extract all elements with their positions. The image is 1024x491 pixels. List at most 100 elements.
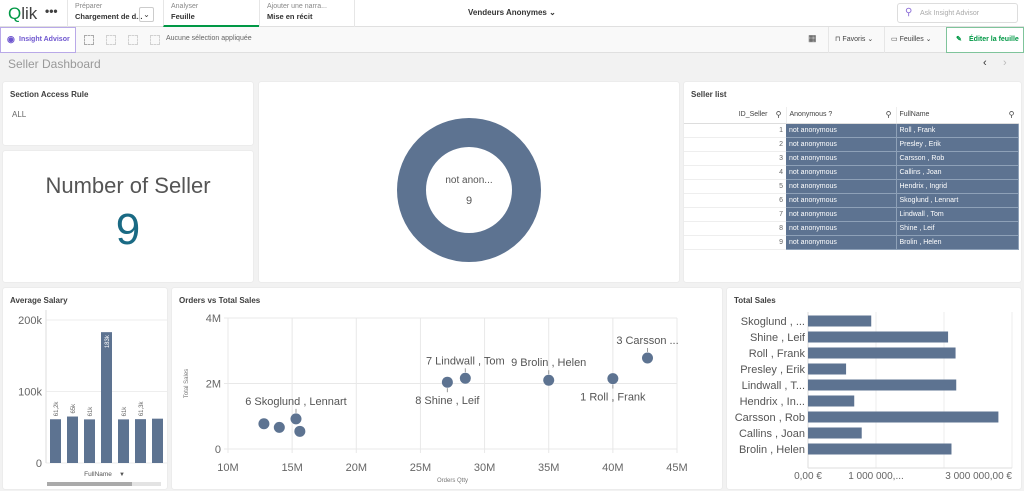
data-point[interactable]	[543, 374, 555, 386]
app-title-dropdown[interactable]: Vendeurs Anonymes ⌄	[468, 8, 556, 17]
average-salary-chart: 0 100k 200k 61,2k 65k 61k 183k 61k 61,3k FullName…	[18, 310, 167, 486]
cell-id[interactable]: 8	[684, 221, 786, 236]
column-header-anonymous[interactable]: Anonymous ? ⚲	[785, 107, 896, 124]
search-icon[interactable]: ⚲	[775, 110, 782, 119]
cell-fullname[interactable]: Roll , Frank	[896, 123, 1019, 138]
table-row[interactable]: 7 not anonymous Lindwall , Tom	[684, 207, 1019, 222]
data-point[interactable]	[607, 373, 619, 385]
table-row[interactable]: 8 not anonymous Shine , Leif	[684, 221, 1019, 236]
table-row[interactable]: 9 not anonymous Brolin , Helen	[684, 235, 1019, 250]
cell-id[interactable]: 1	[684, 123, 786, 138]
cell-anonymous[interactable]: not anonymous	[786, 165, 897, 180]
category-label: Brolin , Helen	[739, 444, 805, 456]
table-row[interactable]: 6 not anonymous Skoglund , Lennart	[684, 193, 1019, 208]
bar[interactable]	[808, 363, 847, 375]
smart-search-icon[interactable]	[84, 35, 94, 45]
bar[interactable]	[808, 331, 949, 343]
insight-search-input[interactable]: ⚲ Ask Insight Advisor	[897, 3, 1018, 23]
cell-anonymous[interactable]: not anonymous	[786, 151, 897, 166]
bar[interactable]	[808, 395, 855, 407]
data-point[interactable]	[294, 425, 306, 437]
cell-fullname[interactable]: Carsson , Rob	[896, 151, 1019, 166]
previous-sheet-button[interactable]: ‹	[983, 57, 987, 69]
cell-anonymous[interactable]: not anonymous	[786, 207, 897, 222]
more-menu-button[interactable]: •••	[45, 4, 58, 18]
table-row[interactable]: 1 not anonymous Roll , Frank	[684, 123, 1019, 138]
bar[interactable]	[808, 379, 957, 391]
cell-anonymous[interactable]: not anonymous	[786, 221, 897, 236]
x-axis-title: Orders Qtty	[437, 478, 468, 484]
cell-fullname[interactable]: Skoglund , Lennart	[896, 193, 1019, 208]
cell-anonymous[interactable]: not anonymous	[786, 123, 897, 138]
cell-id[interactable]: 9	[684, 235, 786, 250]
cell-id[interactable]: 6	[684, 193, 786, 208]
sheets-icon: ▭	[891, 36, 898, 43]
favorites-button[interactable]: ⊓ Favoris ⌄	[828, 27, 884, 53]
bar[interactable]	[808, 315, 872, 327]
data-point[interactable]	[290, 413, 302, 425]
bar[interactable]	[135, 419, 146, 463]
data-point[interactable]	[641, 352, 653, 364]
cell-fullname[interactable]: Lindwall , Tom	[896, 207, 1019, 222]
bar[interactable]	[152, 418, 163, 463]
table-row[interactable]: 3 not anonymous Carsson , Rob	[684, 151, 1019, 166]
cell-fullname[interactable]: Shine , Leif	[896, 221, 1019, 236]
cell-fullname[interactable]: Brolin , Helen	[896, 235, 1019, 250]
next-sheet-button[interactable]: ›	[1003, 57, 1007, 69]
assets-grid-icon[interactable]: ▦	[808, 33, 817, 43]
cell-id[interactable]: 2	[684, 137, 786, 152]
tab-narrate[interactable]: Ajouter une narra... Mise en récit	[259, 0, 355, 27]
column-header-fullname[interactable]: FullName ⚲	[895, 107, 1019, 124]
scrollbar-thumb[interactable]	[47, 482, 132, 486]
step-back-icon[interactable]	[106, 35, 116, 45]
data-point[interactable]	[258, 418, 270, 430]
insight-advisor-button[interactable]: ◉ Insight Advisor	[0, 27, 76, 53]
column-header-id[interactable]: ID_Seller ⚲	[684, 107, 786, 124]
sheets-label: Feuilles	[899, 36, 924, 43]
cell-id[interactable]: 7	[684, 207, 786, 222]
chevron-down-icon[interactable]: ⌄	[139, 7, 154, 22]
cell-id[interactable]: 3	[684, 151, 786, 166]
cell-anonymous[interactable]: not anonymous	[786, 193, 897, 208]
step-forward-icon[interactable]	[128, 35, 138, 45]
sort-dropdown-icon[interactable]: ▼	[119, 472, 125, 478]
tab-analyze[interactable]: Analyser Feuille	[163, 0, 259, 27]
bar[interactable]	[808, 411, 999, 423]
tab-prepare[interactable]: Préparer Chargement de d...	[67, 0, 160, 27]
bar[interactable]	[84, 419, 95, 463]
search-icon[interactable]: ⚲	[1008, 110, 1015, 119]
edit-sheet-label: Éditer la feuille	[969, 36, 1019, 43]
tab-label: Ajouter une narra...	[267, 3, 327, 10]
table-row[interactable]: 4 not anonymous Callins , Joan	[684, 165, 1019, 180]
clear-selections-icon[interactable]	[150, 35, 160, 45]
donut-chart: not anon... 9	[397, 118, 541, 262]
toolbar: ◉ Insight Advisor Aucune sélection appliq…	[0, 27, 1024, 53]
bar[interactable]	[808, 347, 956, 359]
data-point[interactable]	[459, 372, 471, 384]
panel-title: Total Sales	[734, 296, 776, 305]
cell-id[interactable]: 5	[684, 179, 786, 194]
bar[interactable]	[808, 427, 862, 439]
cell-anonymous[interactable]: not anonymous	[786, 137, 897, 152]
table-row[interactable]: 2 not anonymous Presley , Erik	[684, 137, 1019, 152]
bar[interactable]	[50, 419, 61, 463]
bar[interactable]	[101, 332, 112, 463]
bar[interactable]	[67, 416, 78, 463]
bar[interactable]	[808, 443, 952, 455]
data-point[interactable]	[441, 376, 453, 388]
cell-fullname[interactable]: Presley , Erik	[896, 137, 1019, 152]
qlik-logo[interactable]: Qlik	[8, 4, 37, 24]
donut-slice[interactable]	[397, 118, 541, 262]
bar[interactable]	[118, 419, 129, 463]
search-icon[interactable]: ⚲	[885, 110, 892, 119]
cell-id[interactable]: 4	[684, 165, 786, 180]
cell-anonymous[interactable]: not anonymous	[786, 235, 897, 250]
cell-fullname[interactable]: Callins , Joan	[896, 165, 1019, 180]
sheets-button[interactable]: ▭ Feuilles ⌄	[884, 27, 946, 53]
table-row[interactable]: 5 not anonymous Hendrix , Ingrid	[684, 179, 1019, 194]
edit-sheet-button[interactable]: ✎ Éditer la feuille	[946, 27, 1024, 53]
data-point[interactable]	[273, 421, 285, 433]
cell-fullname[interactable]: Hendrix , Ingrid	[896, 179, 1019, 194]
cell-anonymous[interactable]: not anonymous	[786, 179, 897, 194]
x-axis-title[interactable]: FullName	[84, 471, 112, 478]
